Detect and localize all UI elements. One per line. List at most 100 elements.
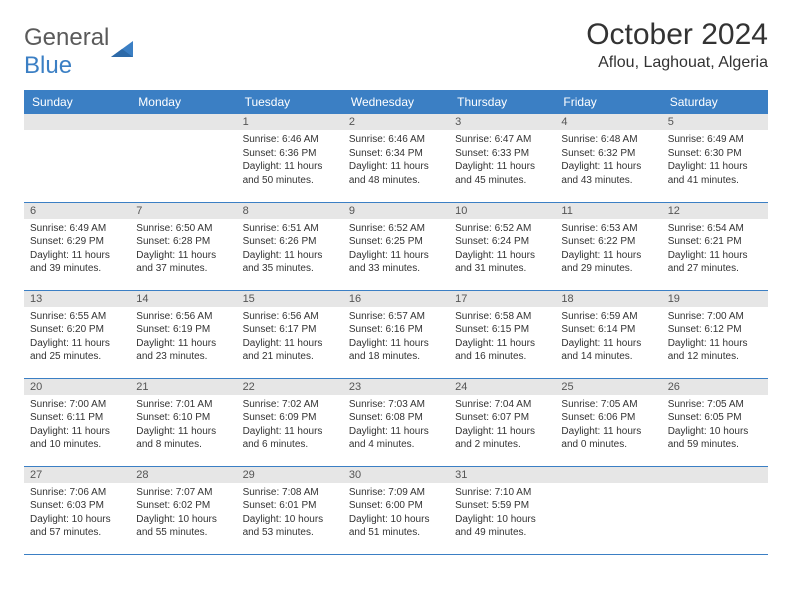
calendar-week-row: 1Sunrise: 6:46 AMSunset: 6:36 PMDaylight… — [24, 114, 768, 202]
day-number-empty — [24, 114, 130, 130]
sunset-line: Sunset: 6:08 PM — [349, 411, 443, 425]
day-number: 25 — [555, 379, 661, 395]
day-number: 20 — [24, 379, 130, 395]
logo: General Blue — [24, 24, 139, 80]
sunset-line: Sunset: 6:09 PM — [243, 411, 337, 425]
sunrise-line: Sunrise: 6:53 AM — [561, 222, 655, 236]
daylight-line: Daylight: 11 hours and 31 minutes. — [455, 249, 549, 276]
daylight-line: Daylight: 11 hours and 16 minutes. — [455, 337, 549, 364]
day-content: Sunrise: 7:05 AMSunset: 6:05 PMDaylight:… — [662, 395, 768, 458]
sunrise-line: Sunrise: 7:00 AM — [668, 310, 762, 324]
day-number: 28 — [130, 467, 236, 483]
day-content: Sunrise: 7:00 AMSunset: 6:11 PMDaylight:… — [24, 395, 130, 458]
day-content: Sunrise: 7:08 AMSunset: 6:01 PMDaylight:… — [237, 483, 343, 546]
day-number: 1 — [237, 114, 343, 130]
calendar-day-cell: 31Sunrise: 7:10 AMSunset: 5:59 PMDayligh… — [449, 466, 555, 554]
day-content: Sunrise: 7:01 AMSunset: 6:10 PMDaylight:… — [130, 395, 236, 458]
daylight-line: Daylight: 10 hours and 51 minutes. — [349, 513, 443, 540]
sunrise-line: Sunrise: 7:10 AM — [455, 486, 549, 500]
calendar-day-cell: 7Sunrise: 6:50 AMSunset: 6:28 PMDaylight… — [130, 202, 236, 290]
sunset-line: Sunset: 6:17 PM — [243, 323, 337, 337]
daylight-line: Daylight: 11 hours and 37 minutes. — [136, 249, 230, 276]
sunrise-line: Sunrise: 7:00 AM — [30, 398, 124, 412]
daylight-line: Daylight: 10 hours and 57 minutes. — [30, 513, 124, 540]
sunrise-line: Sunrise: 7:05 AM — [668, 398, 762, 412]
day-number: 22 — [237, 379, 343, 395]
calendar-day-cell: 29Sunrise: 7:08 AMSunset: 6:01 PMDayligh… — [237, 466, 343, 554]
sunset-line: Sunset: 6:01 PM — [243, 499, 337, 513]
title-block: October 2024 Aflou, Laghouat, Algeria — [586, 18, 768, 72]
sunset-line: Sunset: 6:28 PM — [136, 235, 230, 249]
day-content: Sunrise: 7:02 AMSunset: 6:09 PMDaylight:… — [237, 395, 343, 458]
calendar-day-cell: 19Sunrise: 7:00 AMSunset: 6:12 PMDayligh… — [662, 290, 768, 378]
daylight-line: Daylight: 11 hours and 35 minutes. — [243, 249, 337, 276]
sunset-line: Sunset: 5:59 PM — [455, 499, 549, 513]
day-number: 30 — [343, 467, 449, 483]
sunrise-line: Sunrise: 7:04 AM — [455, 398, 549, 412]
daylight-line: Daylight: 11 hours and 29 minutes. — [561, 249, 655, 276]
day-number: 17 — [449, 291, 555, 307]
calendar-week-row: 20Sunrise: 7:00 AMSunset: 6:11 PMDayligh… — [24, 378, 768, 466]
calendar-day-cell: 30Sunrise: 7:09 AMSunset: 6:00 PMDayligh… — [343, 466, 449, 554]
day-content: Sunrise: 6:52 AMSunset: 6:25 PMDaylight:… — [343, 219, 449, 282]
calendar-day-cell: 12Sunrise: 6:54 AMSunset: 6:21 PMDayligh… — [662, 202, 768, 290]
day-number: 29 — [237, 467, 343, 483]
day-number-empty — [662, 467, 768, 483]
calendar-body: 1Sunrise: 6:46 AMSunset: 6:36 PMDaylight… — [24, 114, 768, 554]
sunset-line: Sunset: 6:36 PM — [243, 147, 337, 161]
weekday-header: Wednesday — [343, 90, 449, 114]
sunset-line: Sunset: 6:20 PM — [30, 323, 124, 337]
calendar-day-cell: 10Sunrise: 6:52 AMSunset: 6:24 PMDayligh… — [449, 202, 555, 290]
day-number: 26 — [662, 379, 768, 395]
day-content: Sunrise: 7:04 AMSunset: 6:07 PMDaylight:… — [449, 395, 555, 458]
calendar-day-cell: 20Sunrise: 7:00 AMSunset: 6:11 PMDayligh… — [24, 378, 130, 466]
daylight-line: Daylight: 10 hours and 53 minutes. — [243, 513, 337, 540]
calendar-day-cell: 9Sunrise: 6:52 AMSunset: 6:25 PMDaylight… — [343, 202, 449, 290]
calendar-week-row: 13Sunrise: 6:55 AMSunset: 6:20 PMDayligh… — [24, 290, 768, 378]
calendar-day-cell — [662, 466, 768, 554]
sunset-line: Sunset: 6:24 PM — [455, 235, 549, 249]
sunrise-line: Sunrise: 6:58 AM — [455, 310, 549, 324]
weekday-header: Friday — [555, 90, 661, 114]
calendar-day-cell: 3Sunrise: 6:47 AMSunset: 6:33 PMDaylight… — [449, 114, 555, 202]
day-number: 31 — [449, 467, 555, 483]
sunrise-line: Sunrise: 6:54 AM — [668, 222, 762, 236]
calendar-day-cell — [130, 114, 236, 202]
sunrise-line: Sunrise: 6:52 AM — [349, 222, 443, 236]
day-number: 27 — [24, 467, 130, 483]
day-content: Sunrise: 7:06 AMSunset: 6:03 PMDaylight:… — [24, 483, 130, 546]
day-content: Sunrise: 6:56 AMSunset: 6:19 PMDaylight:… — [130, 307, 236, 370]
daylight-line: Daylight: 10 hours and 59 minutes. — [668, 425, 762, 452]
daylight-line: Daylight: 11 hours and 33 minutes. — [349, 249, 443, 276]
sunset-line: Sunset: 6:21 PM — [668, 235, 762, 249]
day-number: 12 — [662, 203, 768, 219]
calendar-day-cell: 13Sunrise: 6:55 AMSunset: 6:20 PMDayligh… — [24, 290, 130, 378]
day-number: 13 — [24, 291, 130, 307]
day-content: Sunrise: 6:49 AMSunset: 6:29 PMDaylight:… — [24, 219, 130, 282]
day-content: Sunrise: 6:47 AMSunset: 6:33 PMDaylight:… — [449, 130, 555, 193]
sunrise-line: Sunrise: 6:49 AM — [30, 222, 124, 236]
daylight-line: Daylight: 10 hours and 55 minutes. — [136, 513, 230, 540]
calendar-header-row: SundayMondayTuesdayWednesdayThursdayFrid… — [24, 90, 768, 114]
weekday-header: Monday — [130, 90, 236, 114]
day-content: Sunrise: 6:53 AMSunset: 6:22 PMDaylight:… — [555, 219, 661, 282]
sunset-line: Sunset: 6:02 PM — [136, 499, 230, 513]
sunset-line: Sunset: 6:32 PM — [561, 147, 655, 161]
calendar-week-row: 6Sunrise: 6:49 AMSunset: 6:29 PMDaylight… — [24, 202, 768, 290]
sunrise-line: Sunrise: 6:52 AM — [455, 222, 549, 236]
sunset-line: Sunset: 6:12 PM — [668, 323, 762, 337]
day-content: Sunrise: 7:07 AMSunset: 6:02 PMDaylight:… — [130, 483, 236, 546]
calendar-day-cell: 23Sunrise: 7:03 AMSunset: 6:08 PMDayligh… — [343, 378, 449, 466]
sunrise-line: Sunrise: 6:51 AM — [243, 222, 337, 236]
sunset-line: Sunset: 6:22 PM — [561, 235, 655, 249]
calendar-day-cell: 8Sunrise: 6:51 AMSunset: 6:26 PMDaylight… — [237, 202, 343, 290]
sunset-line: Sunset: 6:14 PM — [561, 323, 655, 337]
day-number: 15 — [237, 291, 343, 307]
calendar-day-cell: 15Sunrise: 6:56 AMSunset: 6:17 PMDayligh… — [237, 290, 343, 378]
calendar-day-cell: 22Sunrise: 7:02 AMSunset: 6:09 PMDayligh… — [237, 378, 343, 466]
calendar-day-cell: 24Sunrise: 7:04 AMSunset: 6:07 PMDayligh… — [449, 378, 555, 466]
sunrise-line: Sunrise: 7:09 AM — [349, 486, 443, 500]
calendar-day-cell: 1Sunrise: 6:46 AMSunset: 6:36 PMDaylight… — [237, 114, 343, 202]
logo-part1: General — [24, 24, 109, 51]
daylight-line: Daylight: 11 hours and 25 minutes. — [30, 337, 124, 364]
